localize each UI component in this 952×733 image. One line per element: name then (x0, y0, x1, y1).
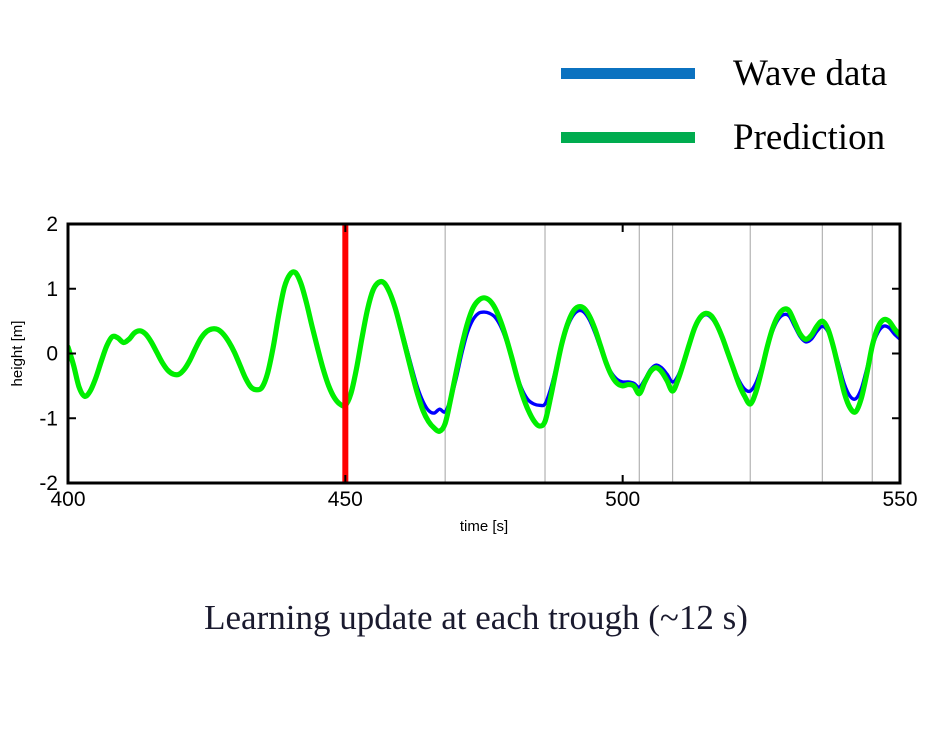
gridlines-group (68, 224, 900, 483)
legend-entry-prediction: Prediction (561, 119, 885, 156)
plot-background (68, 224, 900, 483)
axes-group (66, 222, 902, 485)
x-axis-title: time [s] (460, 518, 508, 535)
x-tick-label: 550 (882, 488, 917, 511)
y-tick-label: 0 (46, 343, 58, 366)
y-tick-label: 1 (46, 278, 58, 301)
wave-prediction-chart: 400 450 500 550 -2 -1 0 1 2 time [s] height [m] (9, 213, 918, 535)
legend-label-wave-data: Wave data (733, 53, 888, 94)
y-axis-title: height [m] (9, 321, 26, 387)
legend-swatch-prediction (561, 132, 695, 143)
y-tick-label: -2 (39, 472, 58, 495)
axis-labels-group: 400 450 500 550 -2 -1 0 1 2 time [s] height [m] (9, 213, 918, 535)
x-tick-label: 450 (328, 488, 363, 511)
y-tick-label: -1 (39, 407, 58, 430)
series-line-prediction (68, 269, 900, 434)
y-tick-label: 2 (46, 213, 58, 236)
x-tick-label: 500 (605, 488, 640, 511)
legend-label-prediction: Prediction (733, 117, 886, 158)
legend-swatch-wave-data (561, 68, 695, 79)
legend-entry-wave-data: Wave data (561, 55, 887, 92)
data-series-group (68, 269, 900, 434)
x-tick-label: 400 (50, 488, 85, 511)
series-line-wave-data (343, 280, 900, 415)
caption-text: Learning update at each trough (~12 s) (204, 598, 748, 637)
